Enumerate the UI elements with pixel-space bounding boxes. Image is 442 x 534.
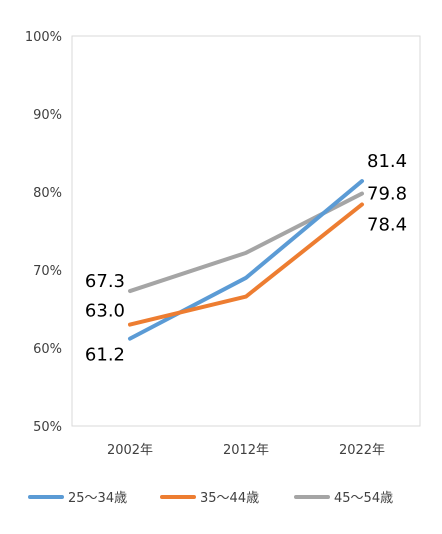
y-axis-ticks: 50% 60% 70% 80% 90% 100% <box>25 30 62 435</box>
y-tick-label: 80% <box>33 186 62 201</box>
data-label: 61.2 <box>85 345 125 366</box>
x-tick-label: 2012年 <box>223 443 269 458</box>
data-labels: 61.2 81.4 63.0 78.4 67.3 79.8 <box>85 151 407 366</box>
legend-label: 45〜54歳 <box>334 491 393 506</box>
y-tick-label: 50% <box>33 420 62 435</box>
legend-label: 35〜44歳 <box>200 491 259 506</box>
plot-area-border <box>71 35 421 427</box>
series-line <box>128 179 364 341</box>
data-label: 78.4 <box>367 214 407 235</box>
y-tick-label: 100% <box>25 30 62 45</box>
series-lines <box>128 179 364 341</box>
x-axis-ticks: 2002年 2012年 2022年 <box>107 443 385 458</box>
data-label: 63.0 <box>85 301 125 322</box>
data-label: 67.3 <box>85 271 125 292</box>
y-tick-label: 90% <box>33 108 62 123</box>
legend: 25〜34歳 35〜44歳 45〜54歳 <box>28 491 393 506</box>
x-tick-label: 2022年 <box>339 443 385 458</box>
y-tick-label: 60% <box>33 342 62 357</box>
data-label: 79.8 <box>367 184 407 205</box>
legend-label: 25〜34歳 <box>68 491 127 506</box>
x-tick-label: 2002年 <box>107 443 153 458</box>
data-label: 81.4 <box>367 151 407 172</box>
y-tick-label: 70% <box>33 264 62 279</box>
series-line <box>128 202 364 327</box>
